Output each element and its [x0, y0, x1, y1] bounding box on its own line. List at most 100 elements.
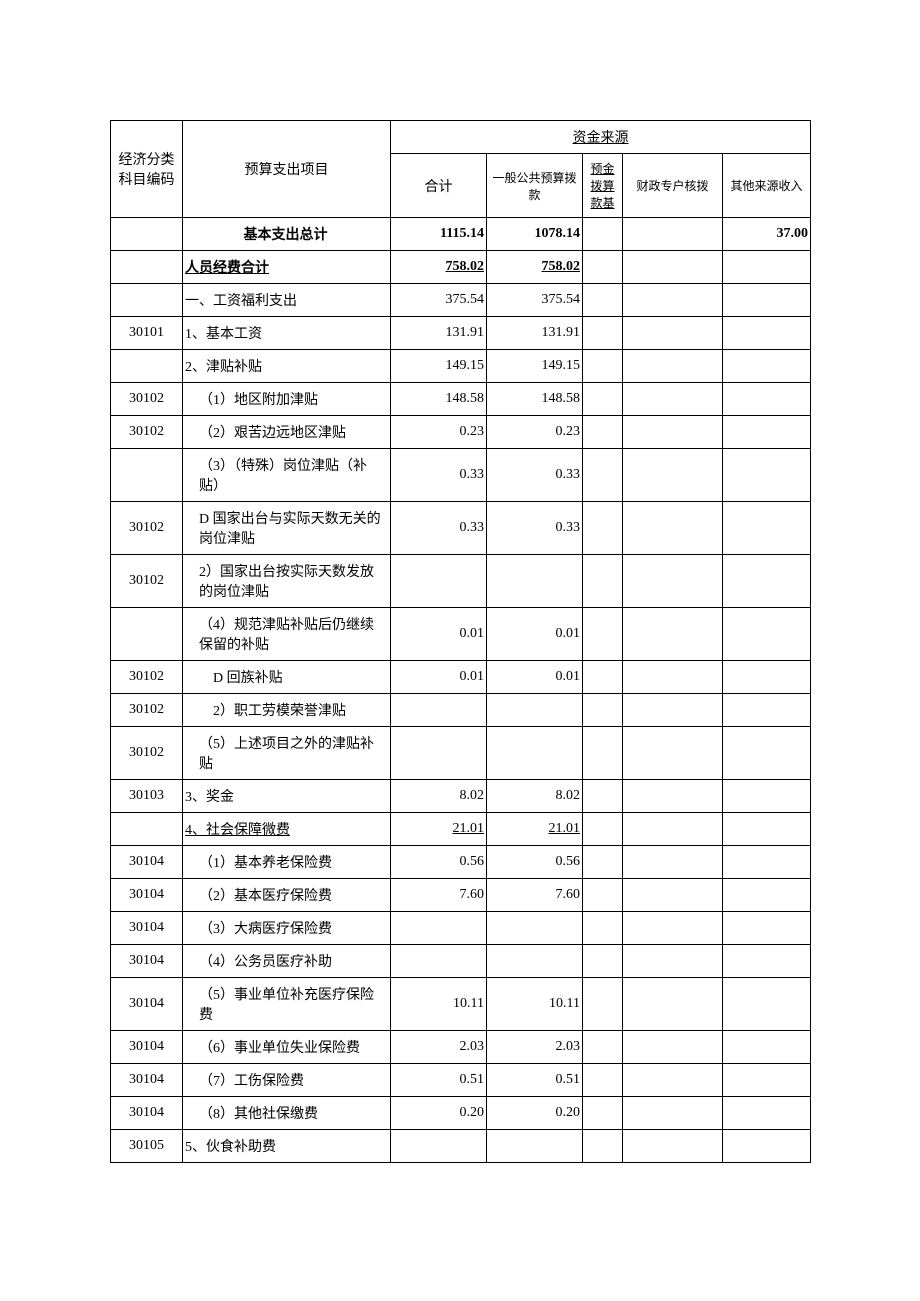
table-row: 301022）国家出台按实际天数发放的岗位津贴 — [111, 555, 811, 608]
header-general: 一般公共预算拨款 — [487, 154, 583, 218]
cell-total: 10.11 — [391, 978, 487, 1031]
cell-other — [723, 555, 811, 608]
header-special: 财政专户核拨 — [623, 154, 723, 218]
cell-code: 30102 — [111, 694, 183, 727]
cell-special — [623, 694, 723, 727]
cell-code: 30104 — [111, 846, 183, 879]
budget-table: 经济分类科目编码 预算支出项目 资金来源 合计 一般公共预算拨款 预金拨算款基 … — [110, 120, 811, 1163]
cell-fund — [583, 317, 623, 350]
cell-item: （1）地区附加津贴 — [183, 383, 391, 416]
cell-total: 0.33 — [391, 502, 487, 555]
table-row: 30104（4）公务员医疗补助 — [111, 945, 811, 978]
cell-total: 2.03 — [391, 1031, 487, 1064]
cell-code: 30104 — [111, 1031, 183, 1064]
cell-fund — [583, 502, 623, 555]
cell-fund — [583, 694, 623, 727]
cell-special — [623, 912, 723, 945]
cell-code: 30104 — [111, 879, 183, 912]
cell-fund — [583, 284, 623, 317]
cell-fund — [583, 251, 623, 284]
cell-other — [723, 694, 811, 727]
header-other: 其他来源收入 — [723, 154, 811, 218]
cell-other — [723, 416, 811, 449]
cell-other — [723, 317, 811, 350]
cell-code: 30104 — [111, 1097, 183, 1130]
cell-other — [723, 846, 811, 879]
cell-general — [487, 912, 583, 945]
cell-item: （1）基本养老保险费 — [183, 846, 391, 879]
header-total: 合计 — [391, 154, 487, 218]
cell-code: 30102 — [111, 416, 183, 449]
cell-general — [487, 945, 583, 978]
table-row: 30104（3）大病医疗保险费 — [111, 912, 811, 945]
table-row: 4、社会保障微费21.0121.01 — [111, 813, 811, 846]
cell-other — [723, 661, 811, 694]
table-row: 30102（5）上述项目之外的津贴补贴 — [111, 727, 811, 780]
table-row: 30102（1）地区附加津贴148.58148.58 — [111, 383, 811, 416]
cell-special — [623, 727, 723, 780]
cell-code — [111, 251, 183, 284]
cell-general: 0.33 — [487, 449, 583, 502]
cell-total: 21.01 — [391, 813, 487, 846]
table-body: 基本支出总计1115.141078.1437.00人员经费合计758.02758… — [111, 218, 811, 1163]
table-row: 301011、基本工资131.91131.91 — [111, 317, 811, 350]
table-row: 30104（2）基本医疗保险费7.607.60 — [111, 879, 811, 912]
cell-total: 375.54 — [391, 284, 487, 317]
cell-special — [623, 608, 723, 661]
cell-special — [623, 383, 723, 416]
cell-special — [623, 945, 723, 978]
cell-general — [487, 555, 583, 608]
cell-code — [111, 350, 183, 383]
cell-other — [723, 1130, 811, 1163]
cell-special — [623, 846, 723, 879]
cell-code: 30104 — [111, 945, 183, 978]
cell-special — [623, 502, 723, 555]
cell-fund — [583, 912, 623, 945]
cell-special — [623, 317, 723, 350]
cell-special — [623, 1130, 723, 1163]
table-row: （4）规范津贴补贴后仍继续保留的补贴0.010.01 — [111, 608, 811, 661]
cell-general: 758.02 — [487, 251, 583, 284]
header-code: 经济分类科目编码 — [111, 121, 183, 218]
cell-item: （2）艰苦边远地区津贴 — [183, 416, 391, 449]
cell-other — [723, 912, 811, 945]
cell-total: 8.02 — [391, 780, 487, 813]
cell-special — [623, 1031, 723, 1064]
cell-total: 0.51 — [391, 1064, 487, 1097]
cell-fund — [583, 879, 623, 912]
cell-item: （6）事业单位失业保险费 — [183, 1031, 391, 1064]
cell-general: 0.20 — [487, 1097, 583, 1130]
cell-total: 7.60 — [391, 879, 487, 912]
cell-fund — [583, 350, 623, 383]
cell-item: 一、工资福利支出 — [183, 284, 391, 317]
cell-special — [623, 661, 723, 694]
cell-item: （2）基本医疗保险费 — [183, 879, 391, 912]
table-row: 301033、奖金8.028.02 — [111, 780, 811, 813]
cell-code: 30104 — [111, 912, 183, 945]
cell-general: 21.01 — [487, 813, 583, 846]
cell-item: 3、奖金 — [183, 780, 391, 813]
table-row: 2、津贴补贴149.15149.15 — [111, 350, 811, 383]
table-row: 30102D 国家出台与实际天数无关的岗位津贴0.330.33 — [111, 502, 811, 555]
cell-item: （3）（特殊）岗位津贴（补贴） — [183, 449, 391, 502]
cell-special — [623, 1097, 723, 1130]
table-row: 30104（7）工伤保险费0.510.51 — [111, 1064, 811, 1097]
cell-general: 0.56 — [487, 846, 583, 879]
cell-special — [623, 780, 723, 813]
cell-fund — [583, 978, 623, 1031]
table-row: （3）（特殊）岗位津贴（补贴）0.330.33 — [111, 449, 811, 502]
cell-special — [623, 416, 723, 449]
cell-fund — [583, 1031, 623, 1064]
table-row: 人员经费合计758.02758.02 — [111, 251, 811, 284]
cell-general: 131.91 — [487, 317, 583, 350]
cell-total — [391, 727, 487, 780]
cell-total — [391, 694, 487, 727]
cell-fund — [583, 1097, 623, 1130]
cell-code: 30101 — [111, 317, 183, 350]
cell-special — [623, 813, 723, 846]
cell-item: 人员经费合计 — [183, 251, 391, 284]
table-row: 基本支出总计1115.141078.1437.00 — [111, 218, 811, 251]
cell-other — [723, 449, 811, 502]
cell-total — [391, 945, 487, 978]
cell-total: 148.58 — [391, 383, 487, 416]
